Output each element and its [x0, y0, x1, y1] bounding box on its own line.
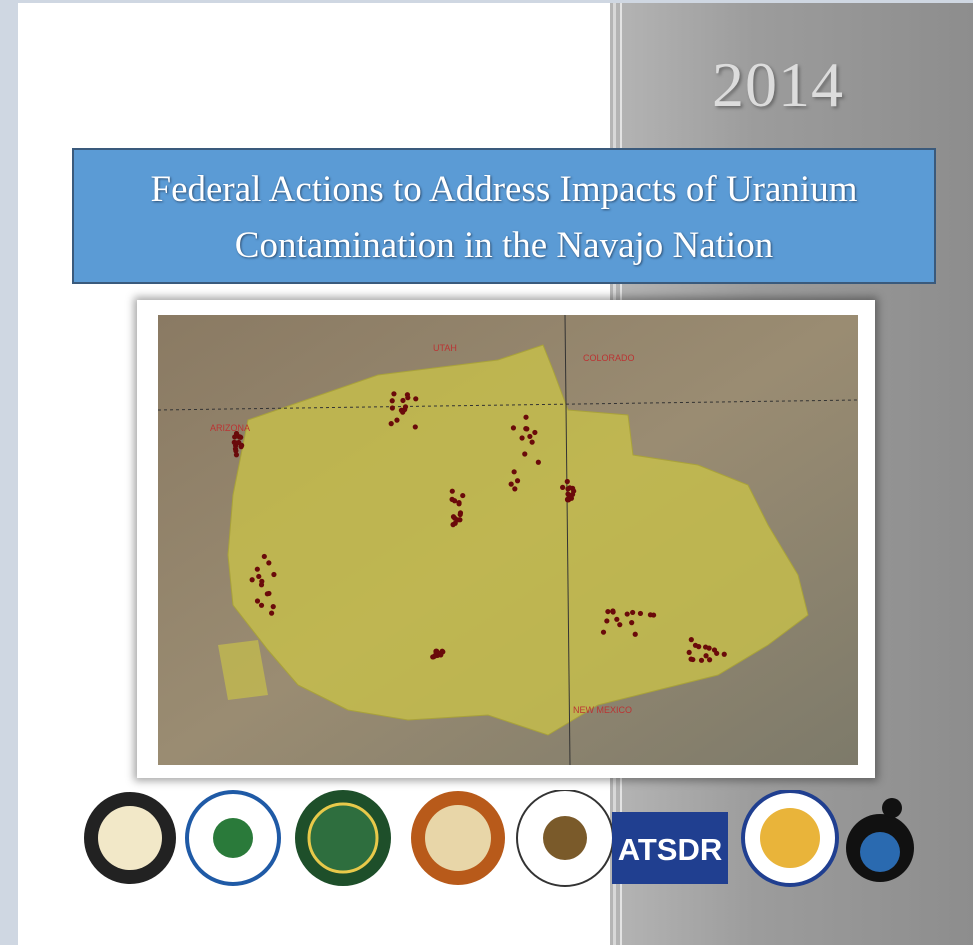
mine-dot: [687, 650, 692, 655]
mine-dot: [522, 451, 527, 456]
mine-dot: [456, 501, 461, 506]
mine-dot: [394, 418, 399, 423]
mine-dot: [389, 421, 394, 426]
mine-dot: [271, 604, 276, 609]
mine-dot: [638, 611, 643, 616]
mine-dot: [536, 460, 541, 465]
mine-dot: [432, 653, 437, 658]
mine-dot: [519, 435, 524, 440]
mine-dot: [390, 398, 395, 403]
mine-dot: [605, 609, 610, 614]
mine-dot: [511, 425, 516, 430]
mine-dot: [614, 617, 619, 622]
mine-dot: [693, 643, 698, 648]
mine-dot: [512, 469, 517, 474]
mine-dot: [266, 591, 271, 596]
mine-dot: [565, 486, 570, 491]
mine-dot: [450, 489, 455, 494]
mine-dot: [601, 630, 606, 635]
page-root: 2014 Federal Actions to Address Impacts …: [0, 0, 973, 945]
mine-dot: [452, 516, 457, 521]
mine-dot: [250, 577, 255, 582]
mine-dot: [625, 611, 630, 616]
mine-dot: [630, 610, 635, 615]
mine-dot: [712, 647, 717, 652]
mine-dot: [690, 657, 695, 662]
mine-dot: [450, 522, 455, 527]
mine-dot: [457, 517, 462, 522]
map-frame: UTAH COLORADO ARIZONA NEW MEXICO: [137, 300, 875, 778]
mine-dot: [400, 398, 405, 403]
mine-dot: [460, 493, 465, 498]
mine-dot: [438, 652, 443, 657]
mine-dot: [703, 653, 708, 658]
map-label: ARIZONA: [210, 423, 250, 433]
mine-dot: [515, 478, 520, 483]
mine-dot: [259, 579, 264, 584]
mine-dot: [390, 405, 395, 410]
mine-dot: [699, 658, 704, 663]
mine-dot: [262, 554, 267, 559]
mine-dot: [232, 434, 237, 439]
map-label: COLORADO: [583, 353, 635, 363]
mine-dot: [402, 407, 407, 412]
mine-dot: [565, 497, 570, 502]
mine-dot: [449, 497, 454, 502]
mine-dot: [238, 435, 243, 440]
atsdr-text: ATSDR: [618, 832, 722, 867]
title-line: Federal Actions to Address Impacts of Ur…: [74, 162, 934, 218]
mine-dot: [256, 574, 261, 579]
mine-dot: [524, 426, 529, 431]
mine-dot: [255, 567, 260, 572]
mine-dot: [413, 396, 418, 401]
logo-row: ATSDR: [0, 790, 973, 900]
mine-dot: [269, 611, 274, 616]
mine-dot: [565, 479, 570, 484]
mine-dot: [234, 452, 239, 457]
mine-dot: [707, 657, 712, 662]
mine-dot: [527, 434, 532, 439]
mine-dot: [234, 440, 239, 445]
mine-dot: [523, 415, 528, 420]
mine-dot: [604, 618, 609, 623]
mine-dot: [266, 560, 271, 565]
title-box: Federal Actions to Address Impacts of Ur…: [72, 148, 936, 284]
mine-dot: [405, 395, 410, 400]
mine-dot: [633, 632, 638, 637]
mine-dot: [560, 485, 565, 490]
mine-dot: [458, 510, 463, 515]
mine-dot: [413, 424, 418, 429]
mine-dot: [707, 646, 712, 651]
mine-dot: [570, 492, 575, 497]
map: UTAH COLORADO ARIZONA NEW MEXICO: [158, 315, 858, 765]
year: 2014: [712, 48, 844, 122]
mine-dot: [617, 622, 622, 627]
mine-dot: [259, 603, 264, 608]
mine-dot: [532, 430, 537, 435]
mine-dot: [689, 637, 694, 642]
map-label: UTAH: [433, 343, 457, 353]
mine-dot: [648, 612, 653, 617]
mine-dot: [391, 391, 396, 396]
title-line: Contamination in the Navajo Nation: [74, 218, 934, 274]
map-label: NEW MEXICO: [573, 705, 632, 715]
mine-dot: [271, 572, 276, 577]
mine-dot: [512, 486, 517, 491]
mine-dot: [239, 444, 244, 449]
mine-dot: [722, 652, 727, 657]
mine-dot: [629, 620, 634, 625]
mine-dot: [255, 598, 260, 603]
mine-dot: [509, 481, 514, 486]
mine-dot: [610, 608, 615, 613]
mine-dot: [530, 440, 535, 445]
